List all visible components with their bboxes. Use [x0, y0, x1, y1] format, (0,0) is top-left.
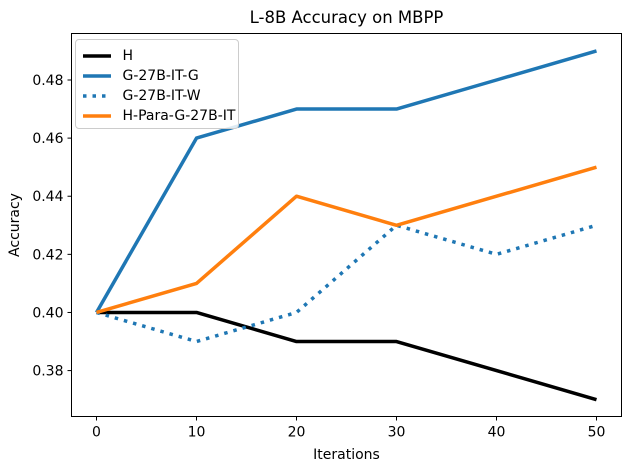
legend-line-sample-icon: [82, 93, 111, 98]
legend-label: H-Para-G-27B-IT: [122, 107, 236, 124]
x-tick-label: 20: [288, 425, 306, 441]
legend-line-sample-icon: [82, 113, 111, 118]
legend-line-sample-icon: [82, 53, 111, 58]
legend-item-g-27b-it-w: G-27B-IT-W: [82, 86, 238, 106]
y-axis-label: Accuracy: [7, 193, 23, 257]
chart-title: L-8B Accuracy on MBPP: [250, 8, 444, 27]
legend-line-sample-icon: [82, 73, 111, 78]
legend-label: G-27B-IT-G: [122, 67, 199, 84]
y-tick-label: 0.44: [32, 189, 63, 205]
plot-border: [71, 33, 622, 417]
series-line-h-para-g-27b-it: [96, 165, 597, 315]
legend-label: H: [122, 47, 134, 64]
legend-item-h: H: [82, 46, 238, 66]
legend: H G-27B-IT-G G-27B-IT-W H-Para-G-27B-IT: [74, 38, 239, 129]
x-tick-label: 30: [388, 425, 406, 441]
y-tick-label: 0.38: [32, 364, 63, 380]
y-tick-label: 0.40: [32, 305, 63, 321]
x-tick-label: 40: [488, 425, 506, 441]
axes-layer: 0 10 20 30 40 50 0.38 0.40 0.42 0.44 0.46 0.48: [32, 33, 622, 441]
series-layer: [94, 49, 597, 402]
x-axis-label: Iterations: [313, 447, 380, 463]
series-line-h: [96, 310, 597, 402]
legend-label: G-27B-IT-W: [122, 87, 201, 104]
x-tick-label: 0: [92, 425, 101, 441]
y-tick-label: 0.42: [32, 247, 63, 263]
legend-item-h-para-g-27b-it: H-Para-G-27B-IT: [82, 106, 238, 126]
legend-item-g-27b-it-g: G-27B-IT-G: [82, 66, 238, 86]
y-tick-label: 0.46: [32, 131, 63, 147]
series-line-g-27b-it-g: [94, 49, 597, 314]
x-tick-label: 10: [188, 425, 206, 441]
y-tick-label: 0.48: [32, 73, 63, 89]
x-tick-label: 50: [588, 425, 606, 441]
series-line-g-27b-it-w: [96, 223, 597, 344]
